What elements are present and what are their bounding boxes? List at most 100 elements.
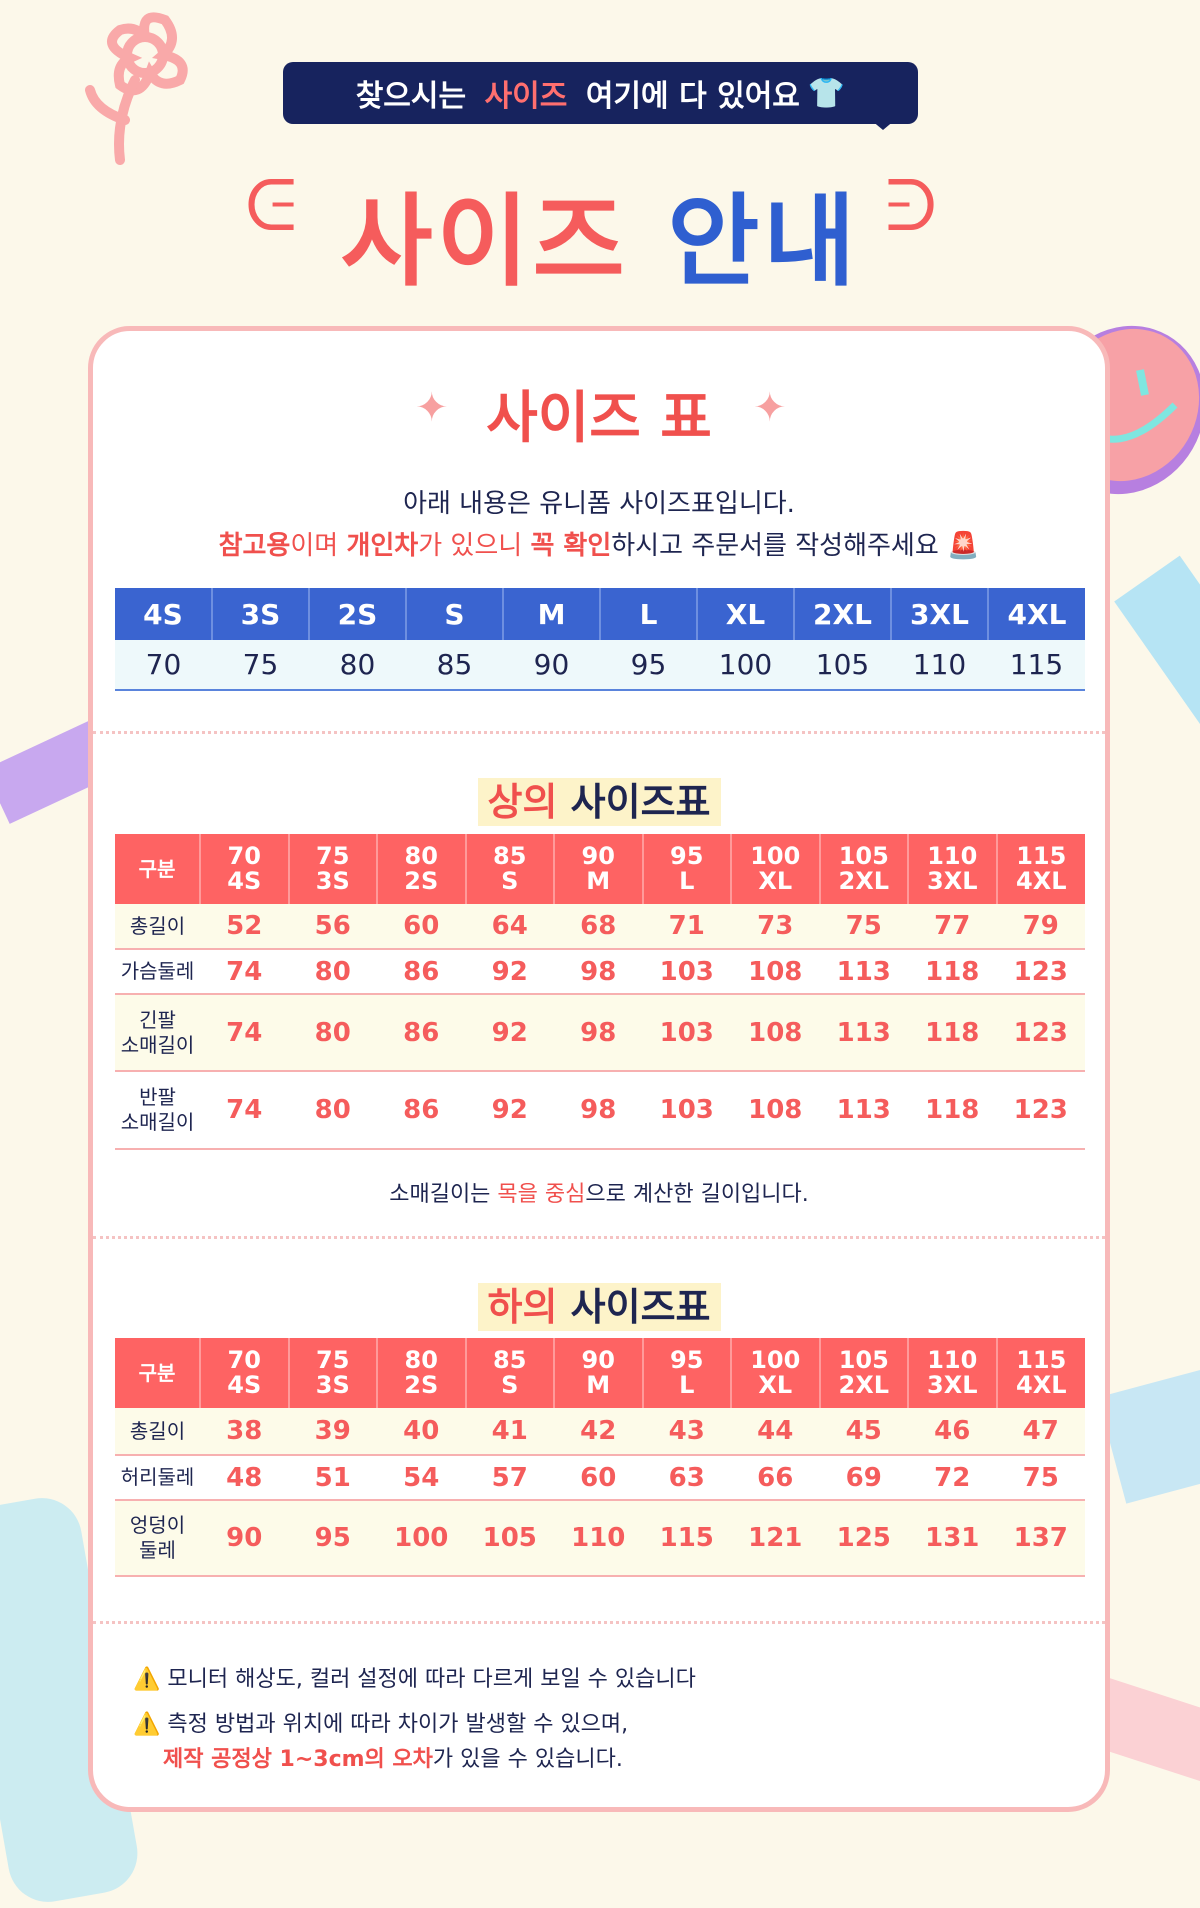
intro-text: 이며 xyxy=(290,531,347,561)
measurement-cell: 43 xyxy=(642,1408,731,1456)
title-red: 상의 xyxy=(487,780,558,824)
measurement-cell: 113 xyxy=(819,1071,908,1150)
size-guide-card: ✦ ✦ 사이즈 표 아래 내용은 유니폼 사이즈표입니다. 참고용이며 개인차가… xyxy=(88,326,1110,1812)
size-column-header: 70 4S xyxy=(199,1338,289,1408)
sleeve-note: 소매길이는 목을 중심으로 계산한 길이입니다. xyxy=(93,1176,1105,1208)
note-text: 으로 계산한 길이입니다. xyxy=(585,1182,809,1207)
column-label: 85 xyxy=(493,1345,527,1374)
squiggle-left-icon: ᕮ xyxy=(245,165,298,247)
divider xyxy=(93,731,1105,734)
size-conversion-table: 4S 3S 2S S M L XL 2XL 3XL 4XL 70 75 80 85 90 95 100 105 11… xyxy=(115,588,1085,691)
size-column-header: 90 M xyxy=(553,834,643,904)
size-value: 85 xyxy=(406,640,503,691)
row-label: 가슴둘레 xyxy=(115,949,200,995)
row-label: 총길이 xyxy=(115,904,200,950)
column-label: XL xyxy=(758,1371,793,1399)
column-label: 70 xyxy=(227,1345,261,1374)
column-label: 75 xyxy=(316,1345,350,1374)
table-row: 엉덩이 둘레 90 95 100 105 110 115 121 125 131 137 xyxy=(115,1500,1085,1577)
warning-icon: ⚠️ xyxy=(133,1712,161,1737)
column-label: 2S xyxy=(404,867,439,895)
column-label: M xyxy=(586,1371,611,1399)
measurement-cell: 103 xyxy=(642,994,731,1072)
row-label-line: 소매길이 xyxy=(120,1032,195,1057)
measurement-cell: 118 xyxy=(908,949,997,995)
size-column-header: 80 2S xyxy=(376,1338,466,1408)
size-header: 3S xyxy=(211,588,309,640)
column-label: 80 xyxy=(404,1345,438,1374)
measurement-cell: 54 xyxy=(377,1455,466,1501)
size-value: 70 xyxy=(115,640,212,691)
title-part2: 안내 xyxy=(667,183,860,300)
column-label: 105 xyxy=(838,841,889,870)
table-row: 총길이 38 39 40 41 42 43 44 45 46 47 xyxy=(115,1408,1085,1456)
column-label: 95 xyxy=(670,1345,704,1374)
flower-doodle-icon xyxy=(85,12,188,165)
measurement-cell: 74 xyxy=(200,994,289,1072)
measurement-cell: 63 xyxy=(642,1455,731,1501)
section-heading: 사이즈 표 xyxy=(486,386,712,451)
measurement-cell: 123 xyxy=(996,949,1085,995)
measurement-cell: 74 xyxy=(200,1071,289,1150)
measurement-cell: 118 xyxy=(908,994,997,1072)
size-column-header: 100 XL xyxy=(730,834,820,904)
column-label: L xyxy=(679,1371,695,1399)
intro-highlight: 개인차 xyxy=(346,531,419,561)
sparkle-icon: ✦ xyxy=(753,385,787,431)
measurement-cell: 98 xyxy=(554,994,643,1072)
row-label-line: 총길이 xyxy=(129,913,186,938)
size-column-header: 70 4S xyxy=(199,834,289,904)
column-label: 2XL xyxy=(838,867,890,895)
measurement-cell: 123 xyxy=(996,1071,1085,1150)
row-label-line: 엉덩이 xyxy=(129,1513,186,1537)
measurement-cell: 115 xyxy=(642,1500,731,1577)
measurement-cell: 103 xyxy=(642,1071,731,1150)
measurement-cell: 57 xyxy=(465,1455,554,1501)
measurement-cell: 113 xyxy=(819,994,908,1072)
table-row: 가슴둘레 74 80 86 92 98 103 108 113 118 123 xyxy=(115,949,1085,995)
measurement-cell: 44 xyxy=(731,1408,820,1456)
measurement-cell: 73 xyxy=(731,904,820,950)
measurement-cell: 64 xyxy=(465,904,554,950)
size-column-header: 90 M xyxy=(553,1338,643,1408)
column-label: 100 xyxy=(750,841,801,870)
measurement-cell: 56 xyxy=(288,904,377,950)
header-badge: 찾으시는 사이즈 여기에 다 있어요 👕 xyxy=(283,62,918,130)
table-row: 허리둘레 48 51 54 57 60 63 66 69 72 75 xyxy=(115,1455,1085,1501)
measurement-cell: 137 xyxy=(996,1500,1085,1577)
column-label: XL xyxy=(758,867,793,895)
column-label: 70 xyxy=(227,841,261,870)
measurement-cell: 86 xyxy=(377,1071,466,1150)
intro-highlight: 참고용 xyxy=(218,531,291,561)
row-label-line: 반팔 xyxy=(139,1085,176,1109)
column-label: 4XL xyxy=(1016,867,1067,895)
intro-highlight: 꼭 확인 xyxy=(530,531,612,561)
measurement-cell: 47 xyxy=(996,1408,1085,1456)
measurement-cell: 95 xyxy=(288,1500,377,1577)
divider xyxy=(93,1621,1105,1624)
badge-highlight: 사이즈 xyxy=(484,79,568,114)
row-label-line: 소매길이 xyxy=(120,1110,195,1134)
column-label: 80 xyxy=(404,841,438,870)
measurement-cell: 92 xyxy=(465,949,554,995)
column-label: 110 xyxy=(927,841,978,870)
row-label: 엉덩이 둘레 xyxy=(115,1500,200,1577)
measurement-cell: 72 xyxy=(908,1455,997,1501)
column-label: 4S xyxy=(227,867,262,895)
size-header: 4S xyxy=(115,588,212,640)
title-rest: 사이즈표 xyxy=(557,1285,711,1329)
measurement-cell: 92 xyxy=(465,994,554,1072)
measurement-cell: 38 xyxy=(200,1408,289,1456)
row-label-line: 가슴둘레 xyxy=(120,959,195,983)
measurement-cell: 123 xyxy=(996,994,1085,1072)
intro-text: 하시고 주문서를 작성해주세요 xyxy=(611,531,939,561)
size-header: M xyxy=(502,588,600,640)
column-label: 85 xyxy=(493,841,527,870)
row-label-line: 허리둘레 xyxy=(120,1465,195,1489)
bottom-size-table: 구분 70 4S 75 3S 80 2S 85 S 90 M 95 L 100 XL 105 2XL 110 3XL… xyxy=(115,1338,1085,1577)
measurement-cell: 98 xyxy=(554,949,643,995)
size-value: 100 xyxy=(697,640,794,691)
measurement-cell: 80 xyxy=(288,1071,377,1150)
title-rest: 사이즈표 xyxy=(557,780,711,824)
title-part1: 사이즈 xyxy=(340,183,629,300)
